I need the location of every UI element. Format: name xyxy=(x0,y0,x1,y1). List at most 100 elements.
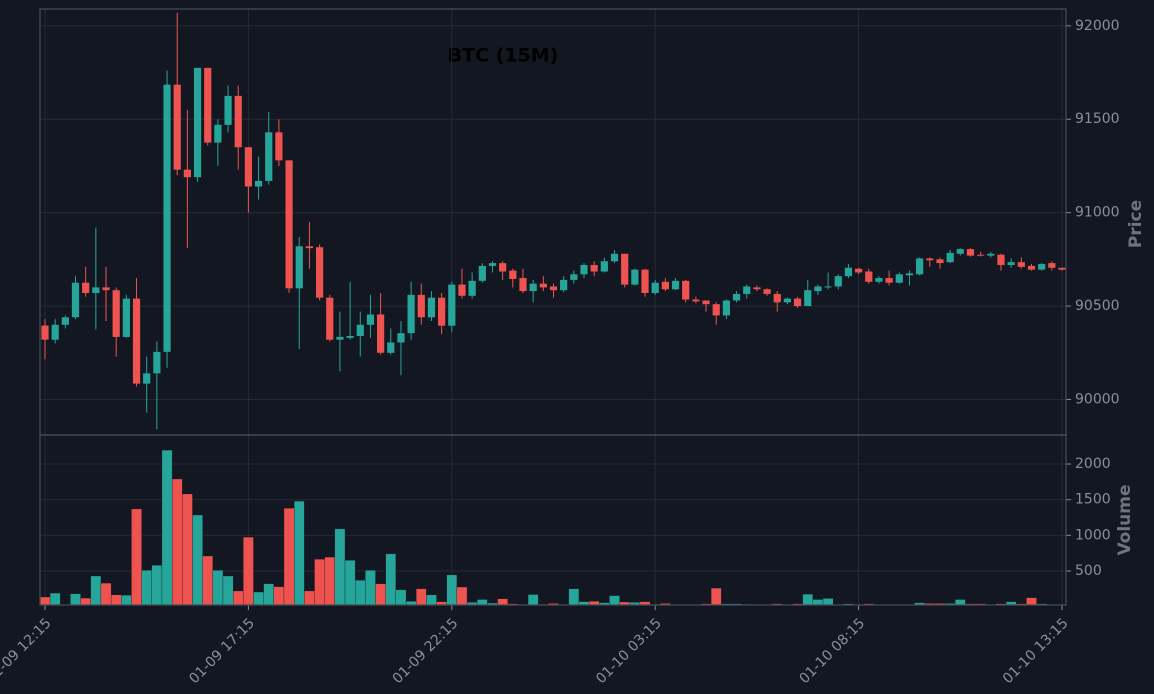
candle-body xyxy=(1058,267,1066,270)
candle-body xyxy=(112,290,120,337)
candle-body xyxy=(580,264,588,275)
volume-bar xyxy=(232,590,244,606)
volume-bar xyxy=(710,587,722,606)
candle-body xyxy=(600,261,608,272)
candle-body xyxy=(51,324,59,340)
y-tick-label: 500 xyxy=(1075,563,1102,579)
candle-body xyxy=(865,271,873,282)
y-tick-label: 2000 xyxy=(1075,456,1111,472)
candle-body xyxy=(641,269,649,293)
candle-body xyxy=(966,249,975,256)
candle-body xyxy=(417,294,425,318)
y-tick-label: 1000 xyxy=(1075,527,1111,543)
candle-body xyxy=(682,280,690,300)
candle-body xyxy=(499,263,507,272)
candle-body xyxy=(387,342,395,353)
volume-bar xyxy=(202,555,213,606)
candle-body xyxy=(71,282,80,318)
candle-body xyxy=(234,95,242,148)
candle-body xyxy=(855,268,863,273)
candle-body xyxy=(712,304,720,316)
volume-bar xyxy=(171,478,183,606)
candle-body xyxy=(458,284,466,296)
volume-bar xyxy=(822,598,834,606)
candle-body xyxy=(214,124,222,143)
volume-bar xyxy=(100,582,112,606)
candle-body xyxy=(326,297,334,340)
candle-body xyxy=(315,247,324,298)
candle-body xyxy=(621,253,629,285)
volume-bar xyxy=(151,565,163,606)
candle-body xyxy=(814,286,822,292)
volume-bar xyxy=(1026,597,1037,606)
volume-bar xyxy=(80,597,91,606)
candle-body xyxy=(671,280,680,290)
candle-body xyxy=(692,299,700,302)
volume-bar xyxy=(324,556,335,606)
candle-body xyxy=(732,293,741,301)
volume-bar xyxy=(222,575,234,606)
candle-body xyxy=(977,254,985,256)
candle-body xyxy=(987,253,995,256)
candle-body xyxy=(549,286,558,291)
price-panel xyxy=(40,9,1066,435)
candle-body xyxy=(793,298,802,307)
candle-body xyxy=(763,289,771,294)
candle-body xyxy=(193,67,202,178)
y-tick-label: 1500 xyxy=(1075,492,1111,508)
candle-body xyxy=(377,314,385,353)
y-tick-label: 91500 xyxy=(1075,111,1120,127)
candle-body xyxy=(702,300,710,305)
candle-body xyxy=(783,298,792,303)
candle-body xyxy=(875,278,883,282)
volume-bar xyxy=(161,449,173,606)
volume-bar xyxy=(141,570,152,606)
candle-body xyxy=(132,298,141,384)
volume-bar xyxy=(49,592,61,606)
y-tick-label: 92000 xyxy=(1075,18,1120,34)
candle-body xyxy=(610,253,619,262)
candle-body xyxy=(895,274,903,283)
candle-body xyxy=(1007,262,1015,265)
volume-bar xyxy=(955,599,966,606)
volume-bar xyxy=(395,589,407,606)
candle-body xyxy=(366,314,375,325)
volume-bar xyxy=(426,594,437,606)
candle-body xyxy=(1017,262,1025,267)
volume-bar xyxy=(121,595,132,606)
volume-bar xyxy=(192,514,203,606)
volume-bar xyxy=(497,598,508,606)
volume-bar xyxy=(812,599,824,606)
candle-body xyxy=(275,132,283,161)
volume-bar xyxy=(365,570,376,606)
candle-body xyxy=(468,280,476,296)
volume-bar xyxy=(263,583,274,606)
volume-bar xyxy=(39,596,51,606)
candle-body xyxy=(997,254,1005,265)
candle-body xyxy=(438,297,446,326)
volume-bar xyxy=(212,570,224,606)
candle-body xyxy=(204,67,212,143)
volume-bar xyxy=(385,553,397,606)
volume-bar xyxy=(344,560,356,606)
candle-body xyxy=(885,278,893,283)
candle-body xyxy=(1048,263,1056,268)
candle-body xyxy=(905,273,914,276)
candle-body xyxy=(519,278,527,292)
candle-body xyxy=(560,279,568,291)
candle-body xyxy=(397,333,405,343)
y-tick-label: 90500 xyxy=(1075,298,1120,314)
candle-body xyxy=(804,290,812,307)
candle-body xyxy=(590,264,598,272)
candle-body xyxy=(173,84,181,170)
volume-bar xyxy=(243,536,254,606)
candle-body xyxy=(1027,265,1036,270)
candle-body xyxy=(265,132,273,181)
candle-body xyxy=(153,351,161,374)
candle-body xyxy=(285,160,293,289)
volume-bar xyxy=(609,595,620,606)
candle-body xyxy=(346,335,354,338)
candle-body xyxy=(183,169,191,178)
candle-body xyxy=(509,270,517,279)
